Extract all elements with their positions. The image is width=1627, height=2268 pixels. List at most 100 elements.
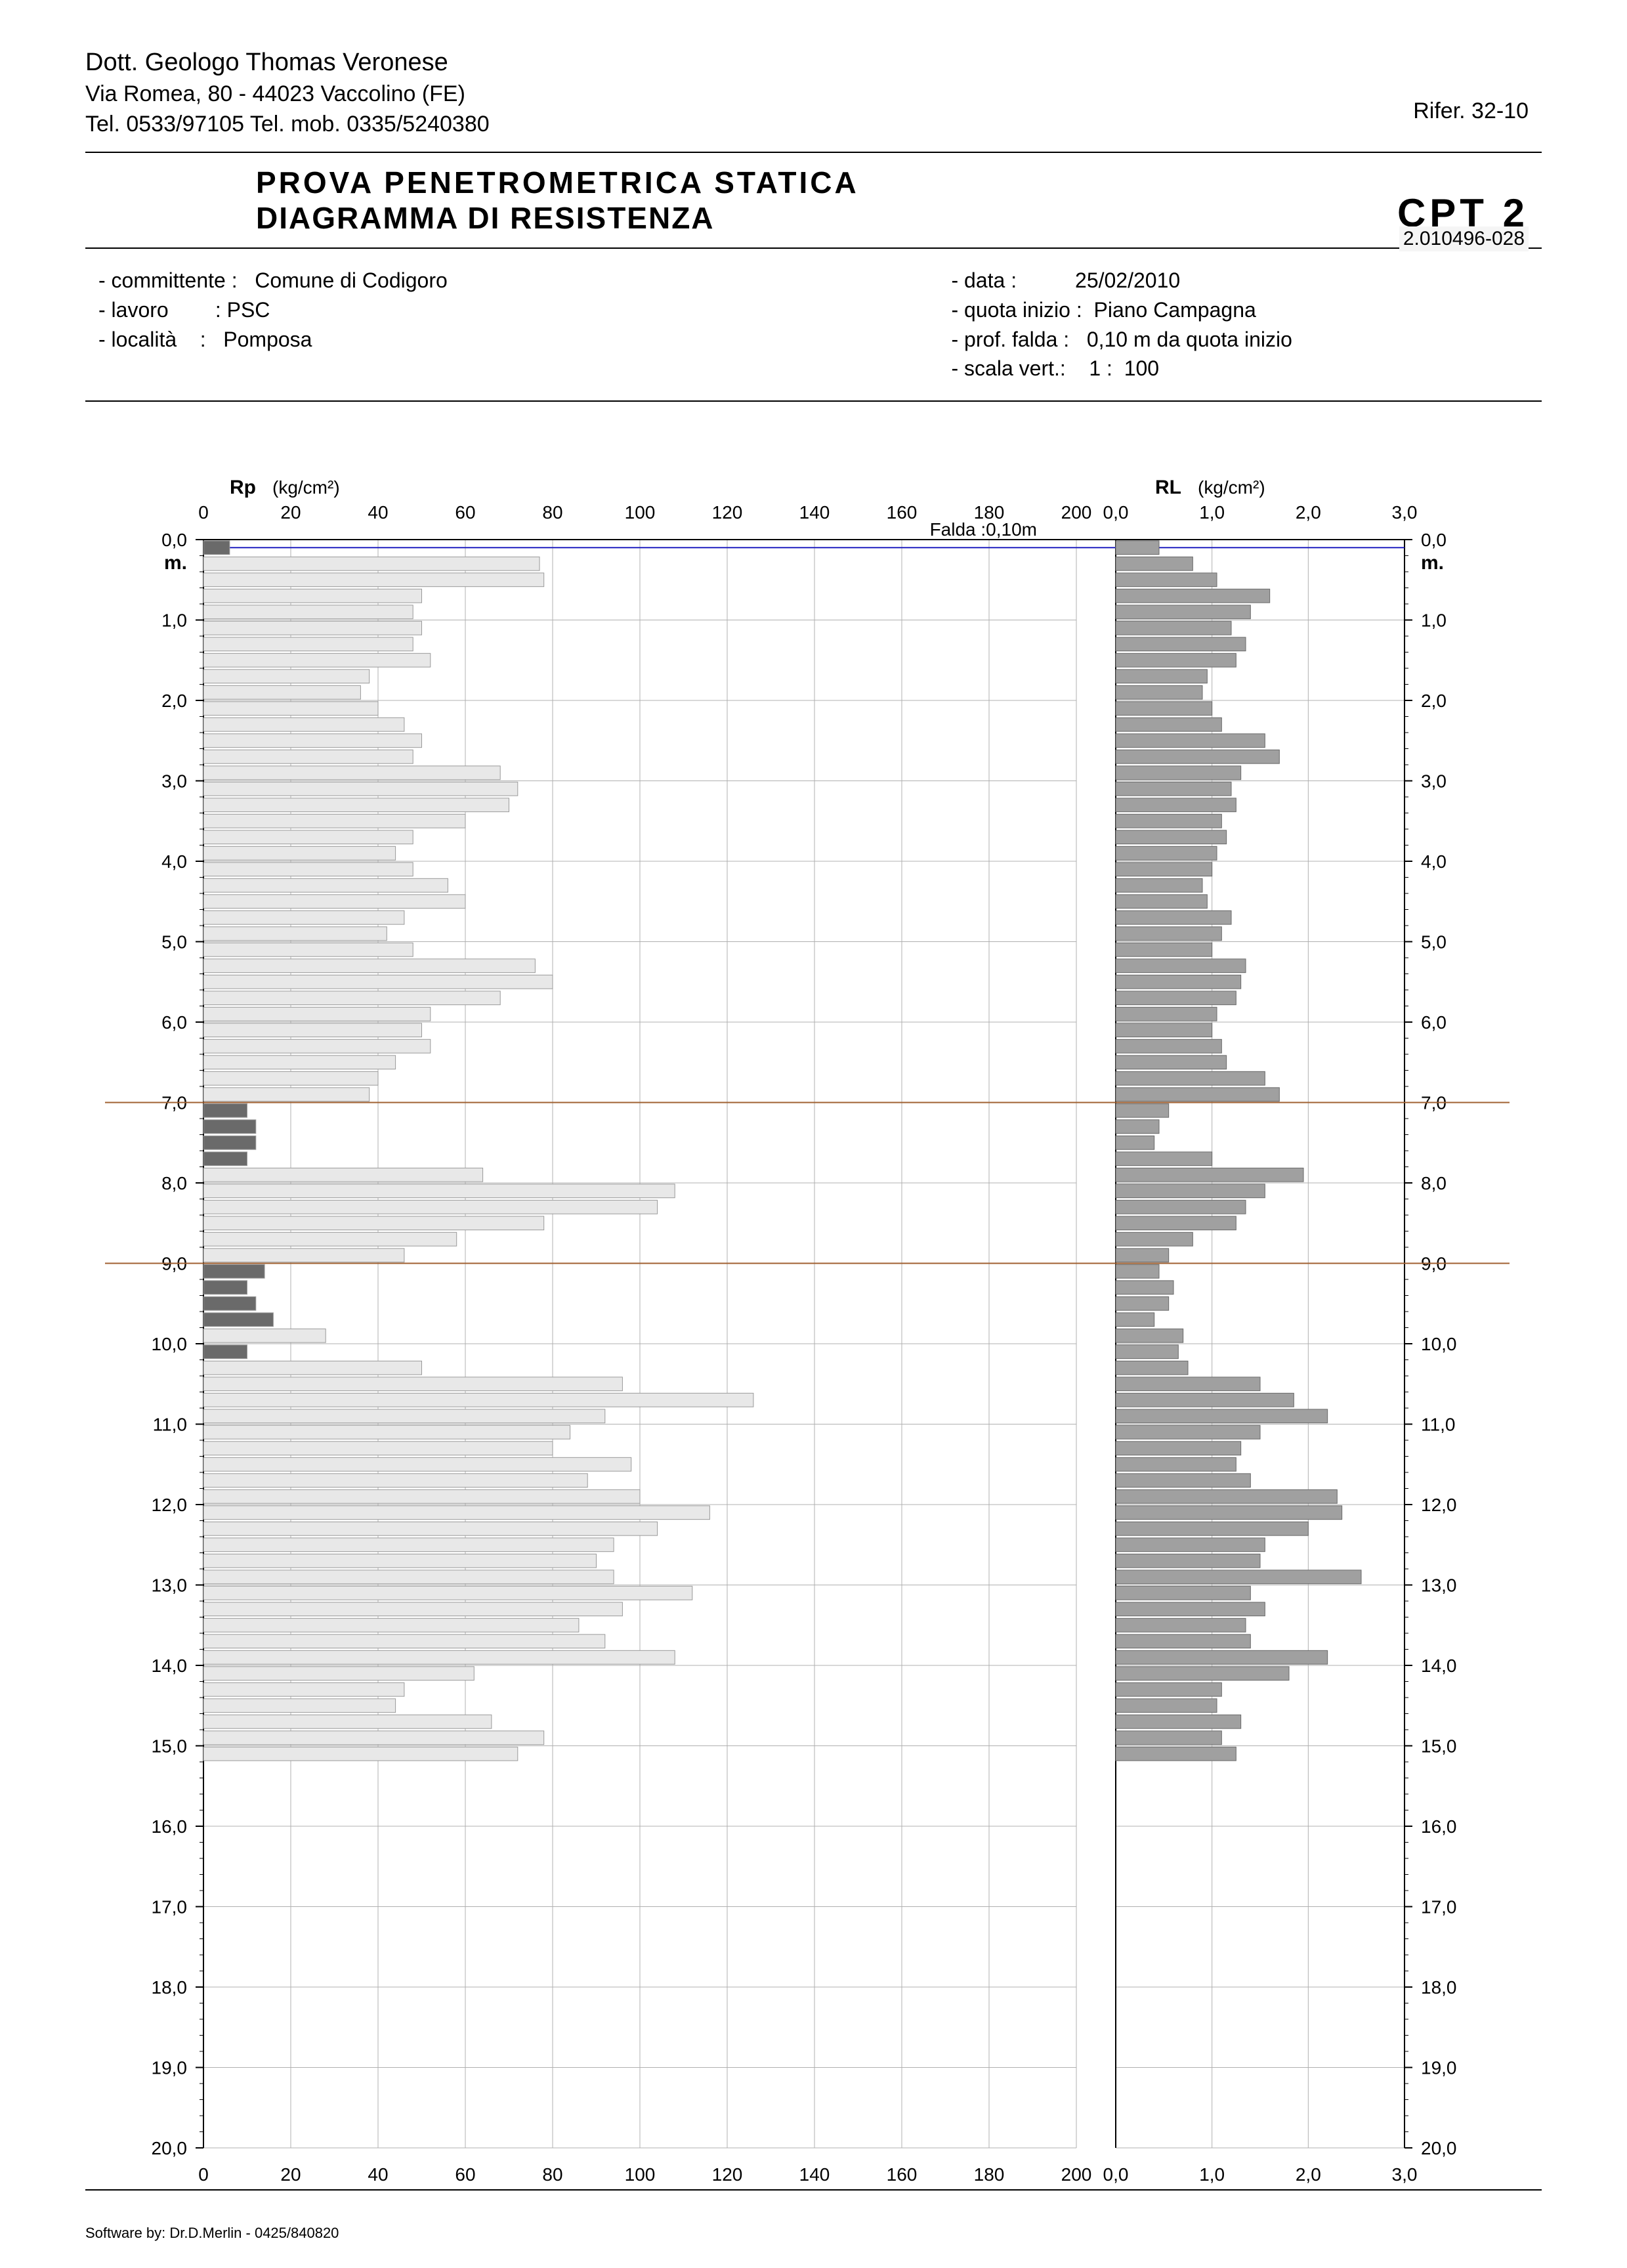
rl-bar	[1116, 702, 1212, 716]
rp-bar	[203, 1667, 474, 1680]
rl-bar	[1116, 879, 1202, 893]
rl-bar	[1116, 1587, 1250, 1600]
rp-bar	[203, 1056, 396, 1069]
rl-unit: (kg/cm²)	[1198, 477, 1265, 498]
footer-software: Software by: Dr.D.Merlin - 0425/840820	[85, 2225, 339, 2242]
depth-label-right: 6,0	[1421, 1012, 1447, 1033]
rp-bar	[203, 798, 509, 812]
title-block: PROVA PENETROMETRICA STATICA DIAGRAMMA D…	[256, 165, 859, 236]
rl-bar	[1116, 1233, 1193, 1247]
depth-label-right: 16,0	[1421, 1816, 1457, 1837]
rl-bar	[1116, 1506, 1342, 1520]
rp-bar	[203, 927, 387, 941]
rp-bar	[203, 1426, 570, 1440]
depth-label-left: 11,0	[153, 1415, 187, 1435]
rp-bar	[203, 815, 465, 828]
rp-xtick-top: 140	[799, 502, 830, 523]
rp-bar	[203, 1072, 378, 1086]
rp-bar	[203, 1587, 692, 1600]
rp-bar	[203, 830, 413, 844]
rl-bar	[1116, 1345, 1178, 1359]
depth-label-right: 19,0	[1421, 2058, 1457, 2078]
rp-bar	[203, 1088, 370, 1102]
rp-xtick-top: 120	[712, 502, 743, 523]
rp-bar	[203, 1008, 431, 1021]
depth-unit-left: m.	[164, 552, 187, 574]
title-line2: DIAGRAMMA DI RESISTENZA	[256, 200, 859, 236]
rl-bar	[1116, 782, 1231, 796]
rl-bar	[1116, 1715, 1241, 1729]
rl-xtick-bot: 1,0	[1199, 2164, 1225, 2185]
rp-bar	[203, 1040, 431, 1054]
depth-label-right: 14,0	[1421, 1656, 1457, 1676]
depth-label-right: 15,0	[1421, 1736, 1457, 1757]
depth-label-right: 20,0	[1421, 2138, 1457, 2158]
rl-bar	[1116, 959, 1246, 973]
rp-bar	[203, 1313, 273, 1327]
rl-bar	[1116, 1522, 1308, 1536]
rl-bar	[1116, 798, 1236, 812]
rl-bar	[1116, 975, 1241, 989]
rl-bar	[1116, 1538, 1265, 1552]
depth-label-right: 8,0	[1421, 1173, 1447, 1193]
rl-bar	[1116, 1040, 1221, 1054]
depth-label-right: 1,0	[1421, 610, 1447, 631]
rl-bar	[1116, 1072, 1265, 1086]
rp-bar	[203, 959, 535, 973]
rl-bar	[1116, 815, 1221, 828]
rp-bar	[203, 1168, 483, 1182]
meta-line: - località : Pomposa	[98, 325, 676, 354]
rl-bar	[1116, 1265, 1159, 1279]
rp-bar	[203, 622, 422, 635]
rp-bar	[203, 1394, 753, 1407]
rp-xtick-top: 40	[368, 502, 388, 523]
depth-label-left: 6,0	[161, 1012, 187, 1033]
rp-bar	[203, 1458, 631, 1472]
depth-label-left: 0,0	[161, 530, 187, 550]
rl-bar	[1116, 927, 1221, 941]
rl-bar	[1116, 1683, 1221, 1697]
resistance-chart: Rp(kg/cm²)RL(kg/cm²)00202040406060808010…	[85, 441, 1529, 2227]
rl-bar	[1116, 1008, 1217, 1021]
rule-mid2	[85, 400, 1542, 402]
meta-line: - quota inizio : Piano Campagna	[952, 295, 1529, 325]
rp-title: Rp	[230, 477, 256, 498]
rl-bar	[1116, 1394, 1294, 1407]
rp-bar	[203, 1651, 675, 1665]
rl-xtick-bot: 2,0	[1296, 2164, 1321, 2185]
rp-xtick-bot: 200	[1061, 2164, 1092, 2185]
rl-bar	[1116, 1699, 1217, 1713]
rl-xtick-top: 2,0	[1296, 502, 1321, 523]
meta-line: - data : 25/02/2010	[952, 266, 1529, 295]
rp-xtick-bot: 100	[625, 2164, 656, 2185]
rl-bar	[1116, 589, 1270, 603]
meta-line: - prof. falda : 0,10 m da quota inizio	[952, 325, 1529, 354]
rp-xtick-bot: 80	[542, 2164, 562, 2185]
rp-bar	[203, 686, 360, 700]
rp-bar	[203, 573, 544, 587]
rl-bar	[1116, 766, 1241, 780]
rl-bar	[1116, 1377, 1260, 1391]
rl-bar	[1116, 654, 1236, 668]
rule-bottom	[85, 2189, 1542, 2191]
rp-bar	[203, 1506, 709, 1520]
rp-xtick-top: 60	[455, 502, 475, 523]
rl-bar	[1116, 670, 1207, 683]
rp-bar	[203, 1361, 422, 1375]
rl-bar	[1116, 686, 1202, 700]
rp-bar	[203, 1635, 605, 1648]
depth-label-left: 17,0	[152, 1897, 188, 1917]
rl-title: RL	[1155, 477, 1181, 498]
rp-xtick-bot: 20	[280, 2164, 301, 2185]
rl-bar	[1116, 1152, 1212, 1166]
rp-bar	[203, 654, 431, 668]
rp-bar	[203, 1297, 256, 1311]
rl-bar	[1116, 1136, 1154, 1150]
rp-bar	[203, 1522, 658, 1536]
rifer-label: Rifer. 32-10	[1413, 98, 1529, 124]
rp-bar	[203, 1570, 614, 1584]
rl-bar	[1116, 1184, 1265, 1198]
title-line1: PROVA PENETROMETRICA STATICA	[256, 165, 859, 200]
rl-bar	[1116, 847, 1217, 861]
depth-label-right: 12,0	[1421, 1495, 1457, 1515]
